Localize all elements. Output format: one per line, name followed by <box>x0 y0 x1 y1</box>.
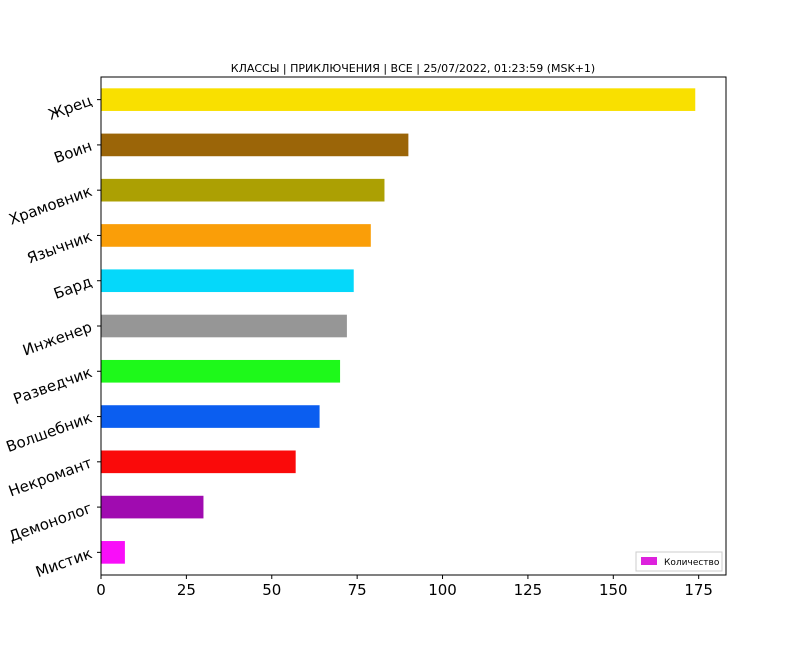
x-tick-label: 50 <box>262 581 281 599</box>
category-label: Бард <box>51 273 94 303</box>
category-label: Некромант <box>6 454 94 501</box>
bar-10 <box>101 495 204 519</box>
plot-frame <box>100 76 727 576</box>
legend-label: Количество <box>664 558 720 568</box>
bar-9 <box>101 450 296 474</box>
category-label: Храмовник <box>7 182 95 229</box>
bar-1 <box>101 88 696 111</box>
bar-6 <box>101 314 347 338</box>
legend-box <box>635 551 723 572</box>
x-tick-label: 150 <box>599 581 628 599</box>
x-tick-label: 125 <box>514 581 543 599</box>
category-label: Жрец <box>46 91 95 123</box>
bar-11 <box>101 541 125 564</box>
x-tick-label: 25 <box>177 581 196 599</box>
category-label: Воин <box>52 137 95 167</box>
bar-7 <box>101 359 341 383</box>
bar-5 <box>101 269 354 293</box>
category-label: Язычник <box>25 227 95 267</box>
x-axis-ticks: 0 25 50 75 100 125 150 175 <box>96 575 713 599</box>
x-tick-label: 175 <box>684 581 713 599</box>
legend-swatch <box>641 557 657 565</box>
x-tick-label: 0 <box>96 581 106 599</box>
bars-group <box>101 88 696 564</box>
category-label: Мистик <box>33 544 94 581</box>
bar-8 <box>101 405 320 428</box>
legend: Количество <box>635 551 723 572</box>
category-label: Разведчик <box>11 363 95 408</box>
chart-title: КЛАССЫ | ПРИКЛЮЧЕНИЯ | ВСЕ | 25/07/2022,… <box>231 62 595 75</box>
category-label: Инженер <box>20 318 94 360</box>
bar-4 <box>101 224 371 247</box>
category-label: Волшебник <box>4 408 95 456</box>
x-tick-label: 100 <box>428 581 457 599</box>
category-label: Демонолог <box>6 499 94 546</box>
x-tick-label: 75 <box>348 581 367 599</box>
bar-3 <box>101 178 385 202</box>
bar-2 <box>101 133 409 157</box>
